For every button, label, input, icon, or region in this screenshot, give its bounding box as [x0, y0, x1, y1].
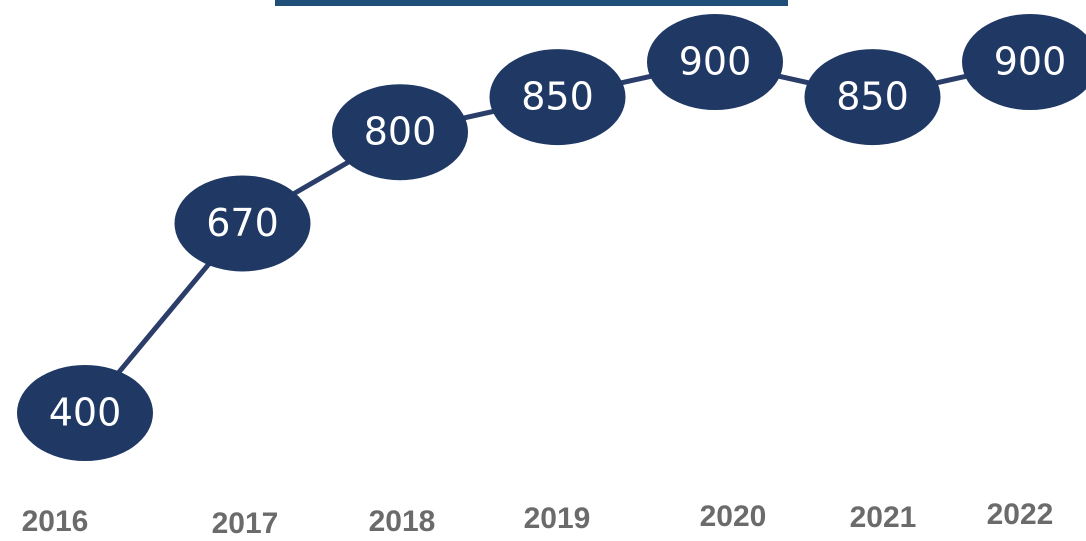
data-label: 400	[49, 391, 122, 435]
x-tick-label: 2020	[700, 500, 767, 533]
point-marker	[17, 365, 153, 461]
data-label: 850	[836, 75, 909, 119]
data-label: 800	[364, 110, 437, 154]
data-label: 670	[206, 201, 279, 245]
point-marker	[174, 175, 311, 272]
point-marker	[489, 49, 626, 146]
point-marker	[804, 49, 941, 146]
x-tick-label: 2016	[22, 505, 89, 538]
x-tick-label: 2018	[369, 505, 436, 538]
point-marker	[332, 84, 468, 181]
point-marker	[962, 14, 1086, 110]
x-tick-label: 2019	[524, 502, 591, 535]
x-tick-label: 2021	[850, 501, 917, 534]
data-label: 850	[521, 75, 594, 119]
data-label: 900	[994, 40, 1067, 84]
x-tick-label: 2022	[987, 498, 1054, 531]
data-label: 900	[679, 40, 752, 84]
header-bar	[275, 0, 788, 6]
x-tick-label: 2017	[212, 507, 279, 540]
point-marker	[647, 14, 783, 110]
